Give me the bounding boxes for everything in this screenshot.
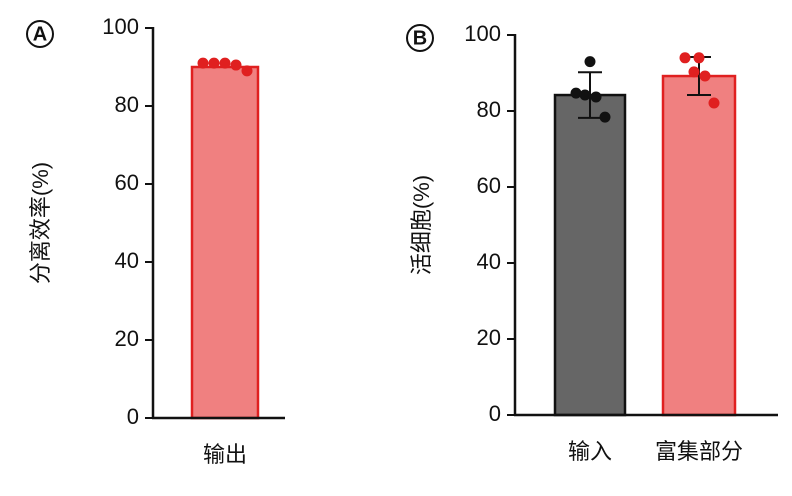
y-axis-title: 分离效率(%): [28, 162, 53, 284]
panel-label: A: [33, 23, 47, 45]
y-tick-label: 100: [464, 21, 501, 46]
panel-label: B: [413, 27, 427, 49]
y-tick-label: 0: [489, 401, 501, 426]
panel-label-circle: [26, 20, 54, 48]
bar: [661, 74, 737, 417]
data-point: [579, 89, 591, 101]
data-point: [590, 91, 602, 103]
data-point: [219, 57, 231, 69]
bar: [553, 93, 627, 417]
y-tick-label: 80: [115, 92, 139, 117]
data-point: [599, 111, 611, 123]
data-point: [679, 52, 691, 64]
panel-label-circle: [406, 24, 434, 52]
data-point: [230, 59, 242, 71]
x-tick-label: 输出: [203, 442, 247, 467]
x-tick-label: 富集部分: [655, 439, 743, 464]
y-tick-label: 60: [477, 173, 501, 198]
x-tick-label: 输入: [568, 439, 612, 464]
y-tick-label: 80: [477, 97, 501, 122]
data-point: [208, 57, 220, 69]
data-point: [708, 97, 720, 109]
data-point: [197, 57, 209, 69]
bar: [190, 65, 260, 420]
data-point: [570, 87, 582, 99]
y-tick-label: 20: [115, 326, 139, 351]
y-tick-label: 40: [477, 249, 501, 274]
data-point: [699, 70, 711, 82]
data-point: [688, 66, 700, 78]
y-tick-label: 60: [115, 170, 139, 195]
data-point: [584, 56, 596, 68]
data-point: [693, 52, 705, 64]
y-axis-title: 活细胞(%): [409, 175, 434, 275]
y-tick-label: 0: [127, 404, 139, 429]
y-tick-label: 100: [102, 14, 139, 39]
y-tick-label: 20: [477, 325, 501, 350]
y-tick-label: 40: [115, 248, 139, 273]
data-point: [241, 65, 253, 77]
